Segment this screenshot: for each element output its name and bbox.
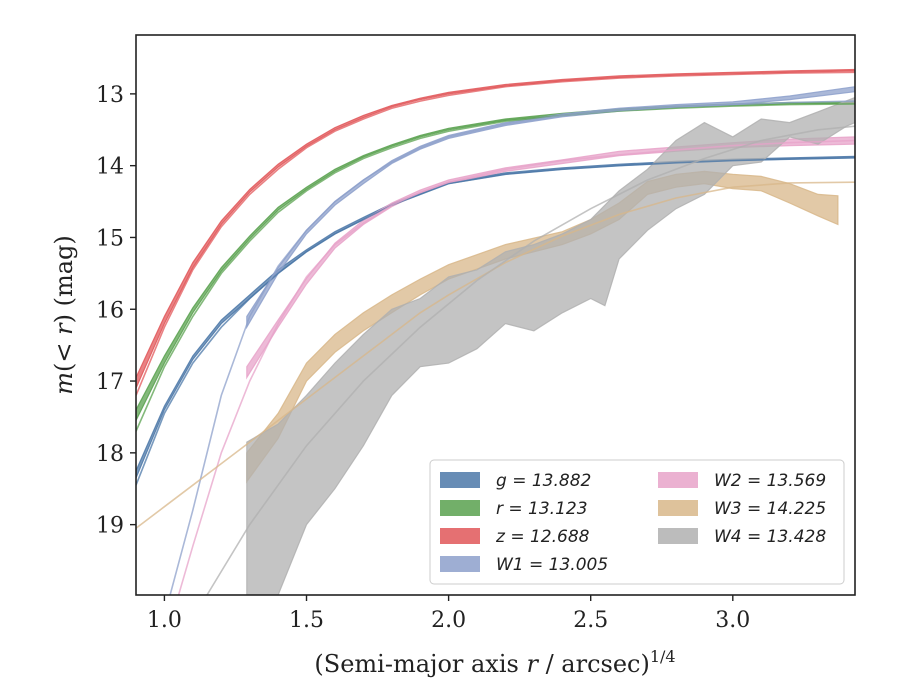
legend-swatch-g bbox=[440, 472, 480, 488]
x-tick-label: 2.0 bbox=[431, 608, 466, 633]
y-tick-label: 14 bbox=[96, 155, 124, 180]
series-w4-band bbox=[246, 96, 855, 595]
legend-label-w3: W3 = 14.225 bbox=[714, 499, 826, 519]
legend-swatch-w1 bbox=[440, 556, 480, 572]
x-tick-label: 1.0 bbox=[147, 608, 182, 633]
legend-label-w1: W1 = 13.005 bbox=[496, 555, 608, 575]
y-axis: 13 14 15 16 17 18 19 bbox=[96, 83, 136, 539]
x-tick-label: 3.0 bbox=[715, 608, 750, 633]
series-z-band bbox=[136, 68, 855, 389]
y-tick-label: 13 bbox=[96, 83, 124, 108]
series-w1-fit bbox=[169, 100, 855, 595]
legend-label-w4: W4 = 13.428 bbox=[714, 527, 826, 547]
legend-swatch-z bbox=[440, 528, 480, 544]
series-r-band bbox=[136, 101, 855, 421]
x-tick-label: 1.5 bbox=[289, 608, 324, 633]
legend-swatch-w2 bbox=[658, 472, 698, 488]
legend: g = 13.882 r = 13.123 z = 12.688 W1 = 13.00… bbox=[429, 459, 845, 585]
series-w3-band bbox=[246, 170, 839, 484]
plot-frame bbox=[135, 34, 856, 596]
legend-label-r: r = 13.123 bbox=[496, 499, 588, 519]
series-z-fit bbox=[136, 71, 855, 396]
legend-swatch-w4 bbox=[658, 528, 698, 544]
y-tick-label: 17 bbox=[96, 370, 124, 395]
y-axis-label: m(< r) (mag) bbox=[50, 235, 78, 395]
legend-swatch-w3 bbox=[658, 500, 698, 516]
series-r-fit bbox=[136, 103, 855, 432]
series-w1-band bbox=[246, 86, 855, 330]
legend-swatch-r bbox=[440, 500, 480, 516]
legend-label-w2: W2 = 13.569 bbox=[714, 471, 826, 491]
y-tick-label: 15 bbox=[96, 226, 124, 251]
x-tick-label: 2.5 bbox=[573, 608, 608, 633]
x-axis: 1.0 1.5 2.0 2.5 3.0 bbox=[147, 595, 750, 633]
legend-label-z: z = 12.688 bbox=[495, 527, 590, 547]
series-layer bbox=[136, 68, 855, 595]
series-w2-fit bbox=[177, 139, 855, 595]
series-w3-fit bbox=[136, 181, 855, 529]
series-w2-band bbox=[246, 136, 855, 380]
series-w4-fit bbox=[206, 125, 855, 595]
y-tick-label: 18 bbox=[96, 442, 124, 467]
legend-box bbox=[429, 459, 845, 585]
legend-label-g: g = 13.882 bbox=[496, 471, 591, 491]
y-tick-label: 16 bbox=[96, 298, 124, 323]
y-tick-label: 19 bbox=[96, 514, 124, 539]
x-axis-label: (Semi-major axis r / arcsec)1/4 bbox=[314, 647, 675, 678]
